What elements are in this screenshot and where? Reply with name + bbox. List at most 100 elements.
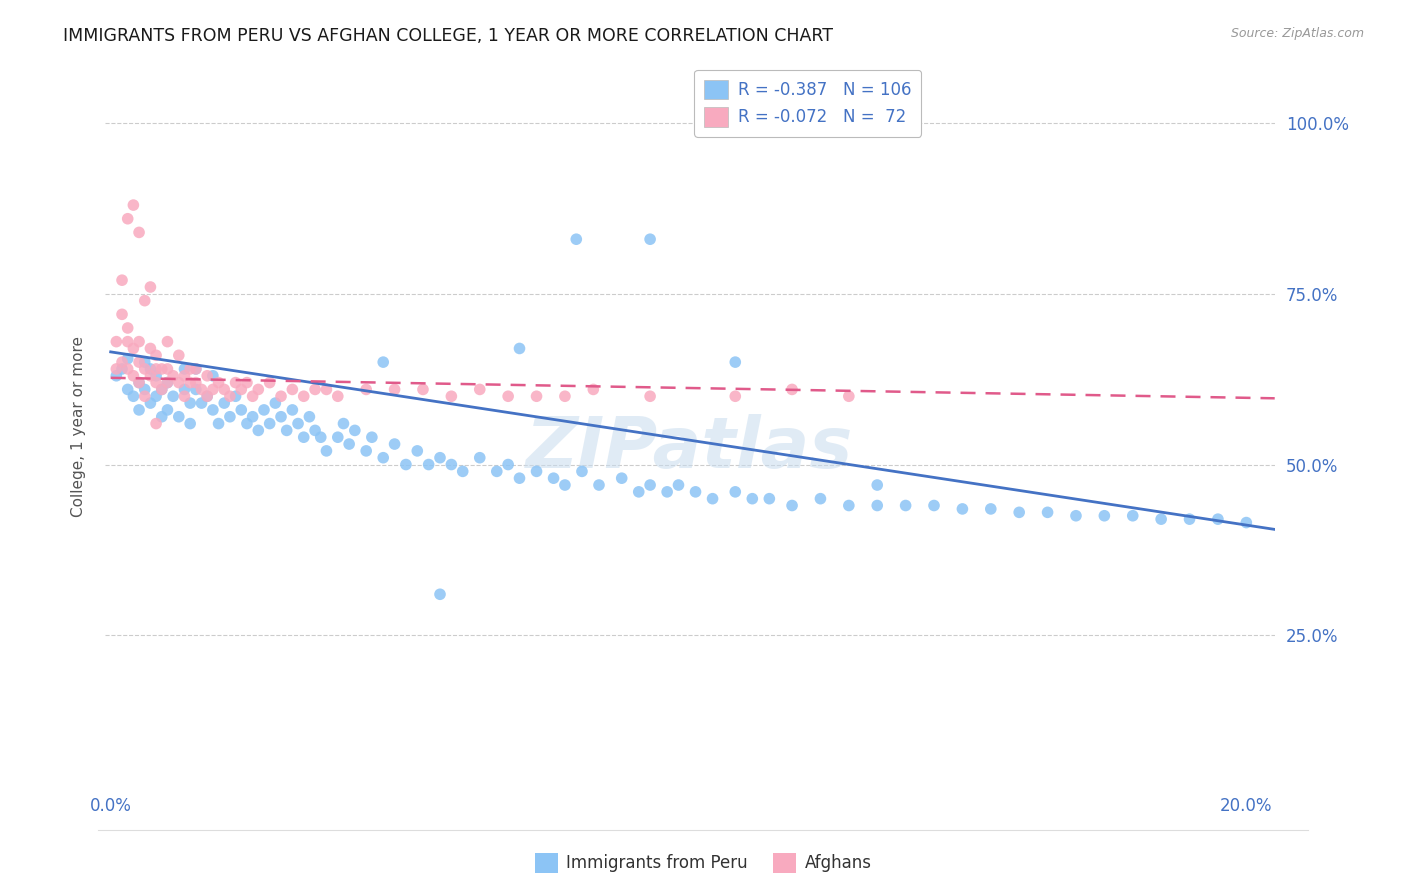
Point bbox=[179, 376, 201, 390]
Point bbox=[139, 368, 162, 383]
Point bbox=[685, 484, 707, 499]
Point bbox=[309, 430, 332, 444]
Point bbox=[117, 211, 139, 226]
Point bbox=[247, 383, 270, 397]
Point bbox=[179, 362, 201, 376]
Point bbox=[276, 424, 298, 438]
Point bbox=[231, 383, 253, 397]
Point bbox=[145, 348, 167, 362]
Point bbox=[638, 478, 661, 492]
Point bbox=[219, 409, 242, 424]
Y-axis label: College, 1 year or more: College, 1 year or more bbox=[72, 336, 86, 517]
Point bbox=[373, 355, 395, 369]
Point bbox=[225, 389, 247, 403]
Point bbox=[184, 376, 207, 390]
Point bbox=[184, 362, 207, 376]
Point bbox=[219, 389, 242, 403]
Point bbox=[212, 383, 235, 397]
Point bbox=[242, 389, 264, 403]
Point bbox=[207, 417, 229, 431]
Point bbox=[145, 368, 167, 383]
Point bbox=[950, 502, 973, 516]
Point bbox=[496, 458, 519, 472]
Point bbox=[373, 450, 395, 465]
Point bbox=[122, 342, 145, 356]
Point bbox=[287, 417, 309, 431]
Point bbox=[236, 376, 259, 390]
Point bbox=[332, 417, 354, 431]
Point bbox=[139, 342, 162, 356]
Point bbox=[638, 232, 661, 246]
Legend: Immigrants from Peru, Afghans: Immigrants from Peru, Afghans bbox=[527, 847, 879, 880]
Point bbox=[758, 491, 780, 506]
Point bbox=[128, 376, 150, 390]
Point bbox=[145, 417, 167, 431]
Point bbox=[134, 362, 156, 376]
Point bbox=[111, 273, 134, 287]
Point bbox=[395, 458, 418, 472]
Point bbox=[195, 368, 218, 383]
Point bbox=[343, 424, 366, 438]
Point bbox=[111, 355, 134, 369]
Point bbox=[111, 307, 134, 321]
Point bbox=[780, 383, 803, 397]
Point bbox=[111, 362, 134, 376]
Point bbox=[354, 383, 377, 397]
Point bbox=[134, 355, 156, 369]
Point bbox=[1178, 512, 1201, 526]
Point bbox=[156, 376, 179, 390]
Point bbox=[128, 226, 150, 240]
Point bbox=[162, 389, 184, 403]
Point bbox=[440, 458, 463, 472]
Point bbox=[702, 491, 724, 506]
Point bbox=[412, 383, 434, 397]
Point bbox=[236, 417, 259, 431]
Point bbox=[150, 383, 173, 397]
Point bbox=[1206, 512, 1229, 526]
Point bbox=[150, 383, 173, 397]
Point bbox=[173, 389, 195, 403]
Point bbox=[326, 389, 349, 403]
Point bbox=[810, 491, 832, 506]
Point bbox=[156, 334, 179, 349]
Point bbox=[212, 396, 235, 410]
Point bbox=[128, 376, 150, 390]
Point bbox=[440, 389, 463, 403]
Point bbox=[122, 368, 145, 383]
Point bbox=[270, 409, 292, 424]
Point bbox=[105, 368, 128, 383]
Point bbox=[724, 389, 747, 403]
Point bbox=[139, 396, 162, 410]
Point bbox=[281, 403, 304, 417]
Point bbox=[105, 362, 128, 376]
Point bbox=[122, 198, 145, 212]
Point bbox=[225, 376, 247, 390]
Point bbox=[201, 368, 224, 383]
Point bbox=[117, 321, 139, 335]
Point bbox=[134, 293, 156, 308]
Point bbox=[167, 376, 190, 390]
Point bbox=[139, 362, 162, 376]
Point bbox=[145, 389, 167, 403]
Point bbox=[980, 502, 1002, 516]
Point bbox=[304, 424, 326, 438]
Point bbox=[281, 383, 304, 397]
Text: IMMIGRANTS FROM PERU VS AFGHAN COLLEGE, 1 YEAR OR MORE CORRELATION CHART: IMMIGRANTS FROM PERU VS AFGHAN COLLEGE, … bbox=[63, 27, 834, 45]
Point bbox=[627, 484, 650, 499]
Point bbox=[780, 499, 803, 513]
Point bbox=[259, 376, 281, 390]
Point bbox=[304, 383, 326, 397]
Point bbox=[259, 417, 281, 431]
Point bbox=[298, 409, 321, 424]
Point bbox=[201, 403, 224, 417]
Point bbox=[668, 478, 690, 492]
Point bbox=[150, 362, 173, 376]
Point bbox=[150, 409, 173, 424]
Text: ZIPatlas: ZIPatlas bbox=[526, 414, 853, 483]
Point bbox=[1150, 512, 1173, 526]
Point bbox=[117, 362, 139, 376]
Point bbox=[741, 491, 763, 506]
Point bbox=[105, 334, 128, 349]
Point bbox=[1092, 508, 1115, 523]
Point bbox=[582, 383, 605, 397]
